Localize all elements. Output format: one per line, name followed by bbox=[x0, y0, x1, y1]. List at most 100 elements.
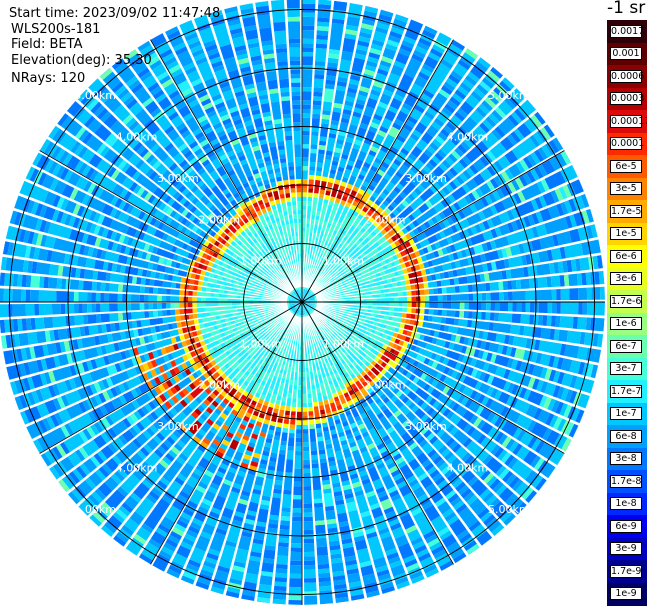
ray-gap bbox=[5, 238, 288, 300]
ray-gap bbox=[163, 31, 296, 289]
ray-gap bbox=[238, 5, 300, 288]
colorbar-label: 0.00017 bbox=[610, 114, 647, 128]
ray-gap bbox=[316, 305, 595, 381]
ray-gap bbox=[98, 312, 293, 528]
azimuth-spoke bbox=[150, 39, 303, 303]
colorbar-level: 0.0006 bbox=[607, 65, 647, 88]
ray-gap bbox=[269, 0, 301, 288]
beta-value-cells bbox=[142, 186, 425, 439]
ray-gap bbox=[315, 306, 586, 412]
azimuth-spoke bbox=[301, 301, 565, 454]
ray-gap bbox=[313, 310, 548, 481]
ray-gap bbox=[24, 307, 289, 426]
ray-gap bbox=[316, 269, 604, 301]
ray-gap bbox=[110, 66, 293, 291]
colorbar-level: 6e-8 bbox=[607, 425, 647, 448]
colorbar-label: 0.0003 bbox=[610, 92, 645, 106]
ray-gap bbox=[311, 313, 494, 538]
ray-gap bbox=[47, 309, 290, 468]
colorbar-level: 1.7e-7 bbox=[607, 380, 647, 403]
ray-gap bbox=[192, 18, 298, 289]
start-time-text: Start time: 2023/09/02 11:47:48 bbox=[9, 6, 221, 21]
colorbar-level: 0.0017 bbox=[607, 20, 647, 43]
azimuth-spoke bbox=[301, 39, 454, 303]
ray-gap bbox=[254, 2, 301, 288]
colorbar-level: 6e-9 bbox=[607, 515, 647, 538]
range-ring-label: 5.00km bbox=[74, 89, 116, 102]
ray-gap bbox=[66, 311, 291, 494]
ray-gap bbox=[313, 311, 538, 494]
range-ring-label: 3.00km bbox=[405, 172, 447, 185]
colorbar-label: 6e-5 bbox=[610, 159, 642, 173]
ray-gap bbox=[238, 316, 300, 599]
range-ring-label: 3.00km bbox=[157, 420, 199, 433]
colorbar-label: 0.0006 bbox=[610, 69, 645, 83]
ray-gap bbox=[285, 316, 302, 605]
ray-gap bbox=[311, 312, 506, 528]
colorbar-label: 6e-6 bbox=[610, 249, 642, 263]
ray-gap bbox=[18, 306, 289, 412]
ray-gap bbox=[311, 76, 506, 292]
ray-gap bbox=[315, 192, 586, 298]
ray-gap bbox=[311, 66, 494, 291]
ray-gap bbox=[18, 192, 289, 298]
ray-gap bbox=[0, 302, 288, 319]
colorbar-label: 0.0001 bbox=[610, 137, 645, 151]
colorbar-label: 1e-8 bbox=[610, 497, 642, 511]
ray-gap bbox=[9, 305, 288, 381]
colorbar-title: -1 sr bbox=[607, 0, 646, 18]
ray-gap bbox=[312, 98, 528, 293]
ray-gap bbox=[313, 110, 538, 293]
ray-gap bbox=[56, 310, 291, 481]
beta-value-cells bbox=[148, 179, 424, 468]
colorbar-level: 1.7e-9 bbox=[607, 560, 647, 583]
range-ring-label: 2.00km bbox=[364, 213, 406, 226]
ray-gap bbox=[312, 311, 528, 506]
ray-gap bbox=[306, 316, 397, 591]
ray-gap bbox=[306, 18, 412, 289]
range-ring-label: 5.00km bbox=[74, 503, 116, 516]
colorbar-level: 0.001 bbox=[607, 42, 647, 66]
colorbar-label: 1.7e-5 bbox=[610, 204, 642, 218]
ray-gap bbox=[315, 308, 573, 441]
colorbar-label: 1e-9 bbox=[610, 587, 642, 601]
ray-gap bbox=[76, 311, 292, 506]
ray-gap bbox=[304, 5, 366, 288]
ray-gap bbox=[98, 76, 293, 292]
ray-gap bbox=[304, 316, 366, 599]
colorbar-level: 6e-6 bbox=[607, 245, 647, 268]
colorbar-label: 1.7e-9 bbox=[610, 564, 642, 578]
ray-gap bbox=[303, 316, 350, 602]
colorbar-label: 6e-8 bbox=[610, 429, 642, 443]
ray-gap bbox=[207, 13, 298, 288]
ray-gap bbox=[312, 87, 517, 292]
ray-gap bbox=[316, 207, 591, 298]
ray-gap bbox=[13, 306, 288, 397]
range-labels: 1.00km 1.00km 1.00km 1.00km 2.00km 2.00km 2.00… bbox=[74, 89, 529, 516]
colorbar-label: 3e-9 bbox=[610, 542, 642, 556]
ray-gap bbox=[310, 56, 481, 291]
ray-gap bbox=[316, 304, 599, 366]
range-ring-label: 2.00km bbox=[198, 379, 240, 392]
colorbar-level: 1e-6 bbox=[607, 312, 647, 336]
ray-gap bbox=[5, 304, 288, 366]
ray-gap bbox=[285, 0, 302, 288]
ray-gap bbox=[123, 313, 294, 548]
colorbar-label: 1e-5 bbox=[610, 227, 642, 241]
colorbar-label: 1e-6 bbox=[610, 317, 642, 331]
ray-gap bbox=[0, 303, 288, 335]
ray-gap bbox=[302, 0, 319, 288]
ray-gap bbox=[136, 47, 295, 290]
ray-gap bbox=[47, 136, 290, 295]
colorbar-label: 3e-8 bbox=[610, 452, 642, 466]
colorbar-level: 1.7e-5 bbox=[607, 200, 647, 223]
ray-gap bbox=[315, 178, 580, 297]
ray-gap bbox=[207, 316, 298, 591]
ray-gap bbox=[123, 56, 294, 291]
ray-gap bbox=[2, 254, 288, 301]
ray-gap bbox=[309, 47, 468, 290]
ray-gap bbox=[316, 238, 599, 300]
range-ring-label: 4.00km bbox=[116, 461, 158, 474]
ray-gap bbox=[308, 31, 441, 289]
colorbar-level: 1e-8 bbox=[607, 492, 647, 516]
